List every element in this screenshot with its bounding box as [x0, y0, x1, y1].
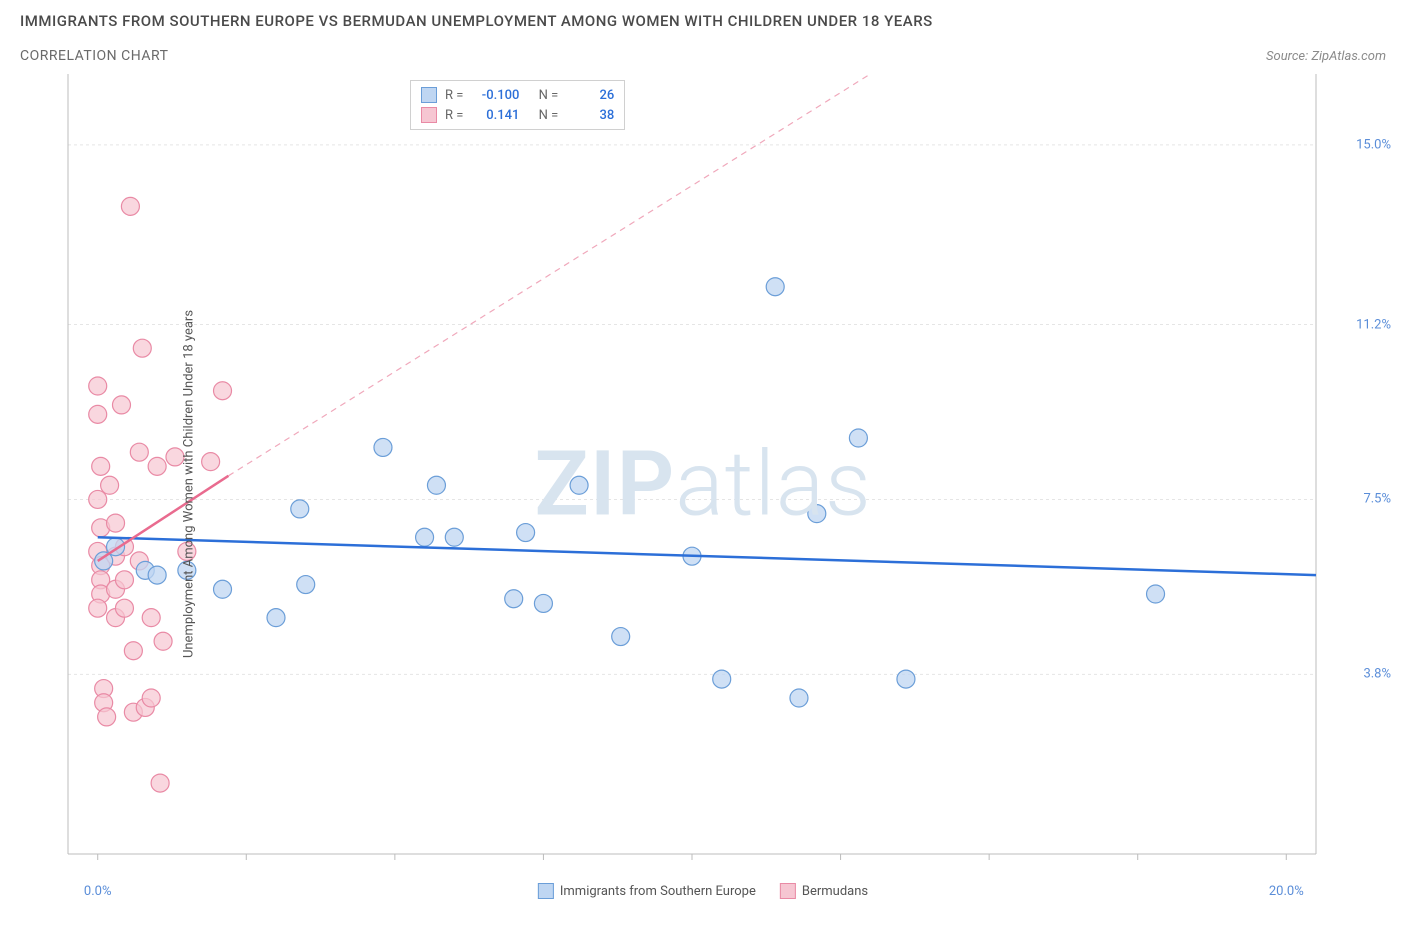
legend-label-0: Immigrants from Southern Europe [560, 884, 756, 899]
chart-container: Unemployment Among Women with Children U… [20, 74, 1386, 894]
source-attribution: Source: ZipAtlas.com [1266, 49, 1386, 64]
y-axis-label: Unemployment Among Women with Children U… [182, 310, 197, 658]
y-tick-label: 3.8% [1363, 667, 1391, 682]
r-value-series-1: 0.141 [471, 108, 519, 123]
legend-item-0: Immigrants from Southern Europe [538, 883, 756, 899]
r-label: R = [445, 108, 463, 123]
source-prefix: Source: [1266, 49, 1311, 64]
header: IMMIGRANTS FROM SOUTHERN EUROPE VS BERMU… [0, 0, 1406, 64]
legend-item-1: Bermudans [780, 883, 868, 899]
page-title: IMMIGRANTS FROM SOUTHERN EUROPE VS BERMU… [20, 12, 1386, 30]
y-tick-label: 7.5% [1363, 492, 1391, 507]
n-label: N = [539, 108, 559, 123]
n-value-series-1: 38 [566, 108, 614, 123]
bottom-legend: Immigrants from Southern Europe Bermudan… [538, 883, 868, 899]
y-tick-label: 15.0% [1356, 137, 1391, 152]
r-value-series-0: -0.100 [471, 88, 519, 103]
scatter-chart-svg [20, 74, 1386, 894]
r-label: R = [445, 88, 463, 103]
stats-row-series-0: R = -0.100 N = 26 [421, 85, 614, 105]
swatch-series-1 [421, 107, 437, 123]
source-name: ZipAtlas.com [1311, 49, 1386, 64]
n-value-series-0: 26 [566, 88, 614, 103]
legend-label-1: Bermudans [802, 884, 868, 899]
swatch-series-0 [421, 87, 437, 103]
y-tick-label: 11.2% [1356, 317, 1391, 332]
legend-swatch-1 [780, 883, 796, 899]
stats-legend-box: R = -0.100 N = 26 R = 0.141 N = 38 [410, 80, 625, 130]
legend-swatch-0 [538, 883, 554, 899]
x-tick-label: 20.0% [1269, 884, 1304, 899]
stats-row-series-1: R = 0.141 N = 38 [421, 105, 614, 125]
x-tick-label: 0.0% [84, 884, 112, 899]
n-label: N = [539, 88, 559, 103]
page-subtitle: CORRELATION CHART [20, 48, 168, 64]
subtitle-row: CORRELATION CHART Source: ZipAtlas.com [20, 48, 1386, 64]
